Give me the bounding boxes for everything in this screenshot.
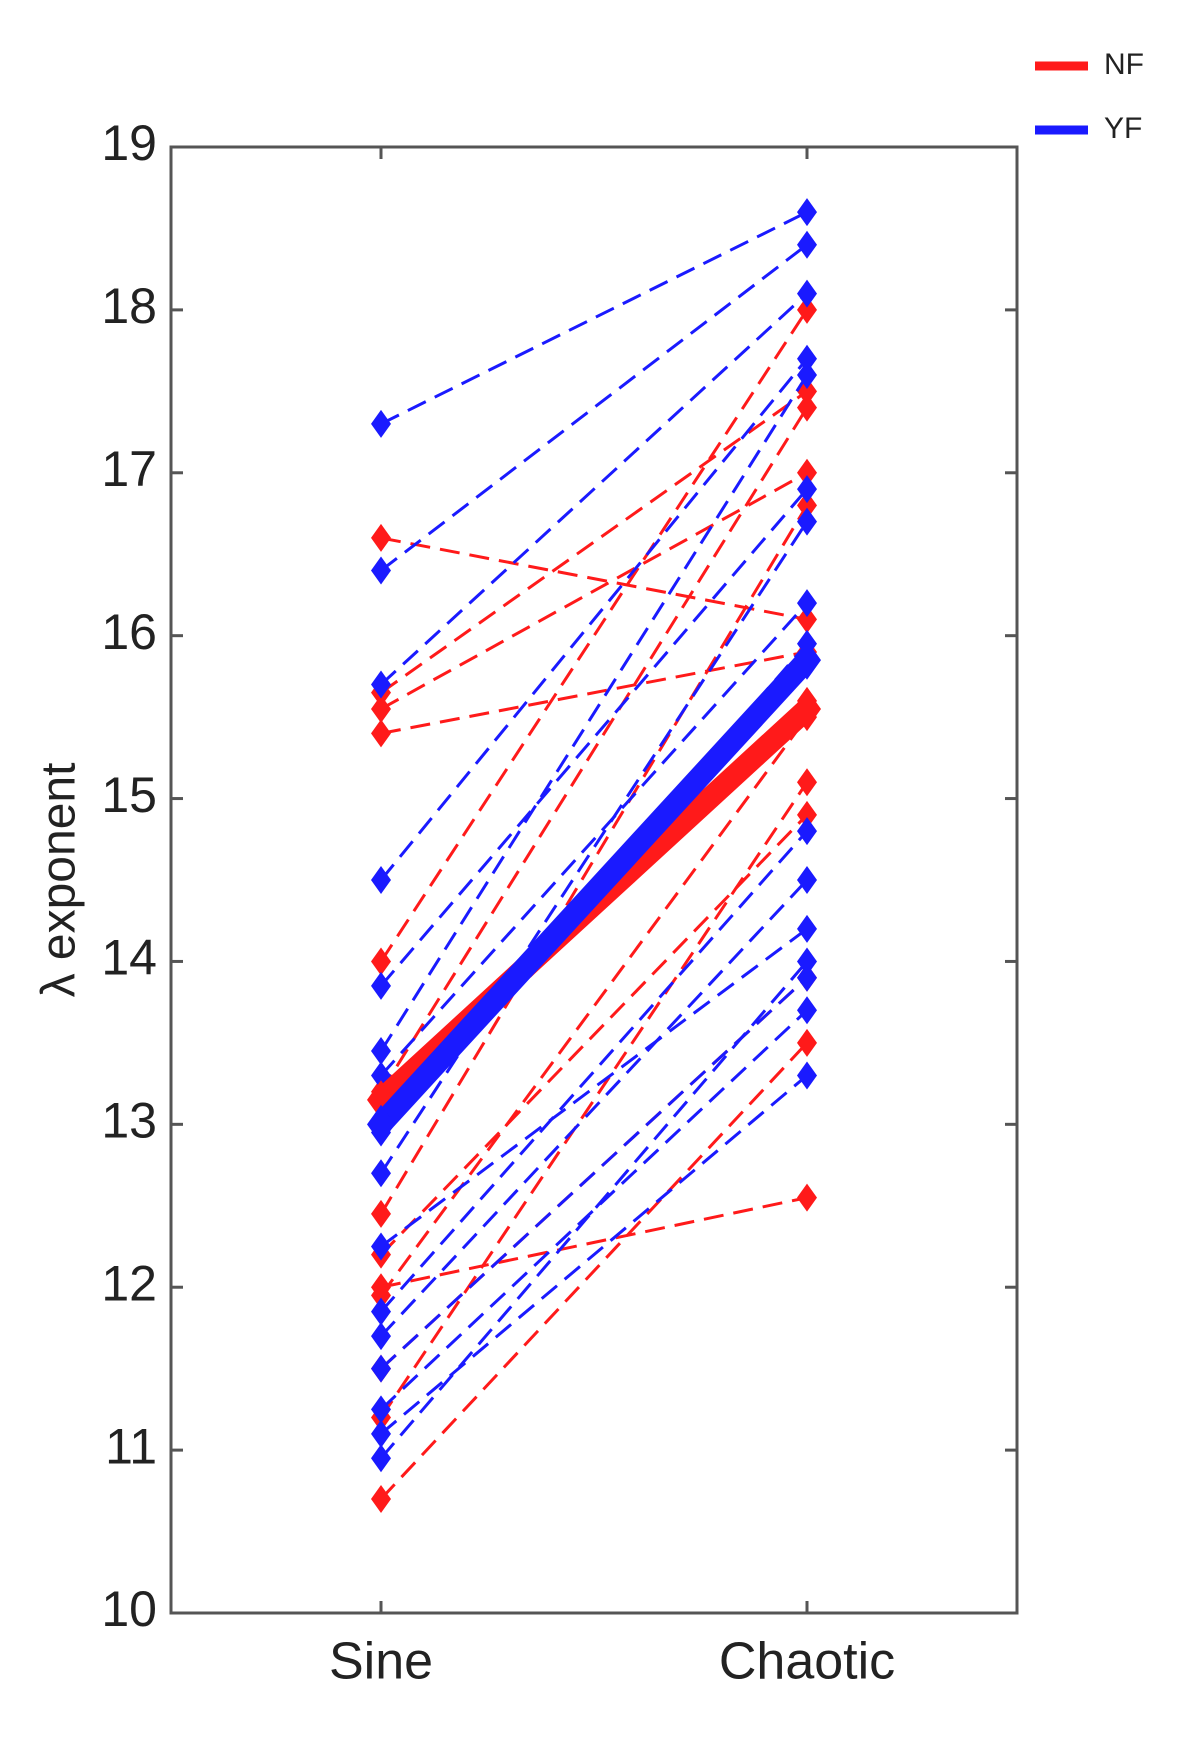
marker bbox=[371, 409, 391, 438]
marker bbox=[797, 295, 817, 324]
subject-line bbox=[379, 1041, 809, 1501]
marker bbox=[371, 947, 391, 976]
marker bbox=[371, 1354, 391, 1383]
subject-line bbox=[380, 536, 808, 621]
subject-line bbox=[379, 504, 809, 1215]
y-tick-label: 12 bbox=[101, 1255, 157, 1311]
marker bbox=[797, 996, 817, 1025]
marker bbox=[797, 393, 817, 422]
y-tick-label: 17 bbox=[101, 441, 157, 497]
marker bbox=[797, 1183, 817, 1212]
subject-line bbox=[380, 650, 808, 735]
marker bbox=[797, 817, 817, 846]
marker bbox=[367, 1104, 395, 1144]
marker bbox=[797, 947, 817, 976]
marker bbox=[797, 475, 817, 504]
marker bbox=[797, 279, 817, 308]
marker bbox=[371, 1395, 391, 1424]
marker bbox=[797, 914, 817, 943]
marker bbox=[797, 458, 817, 487]
marker bbox=[371, 719, 391, 748]
marker bbox=[797, 866, 817, 894]
marker bbox=[371, 1444, 391, 1473]
x-tick-label: Sine bbox=[329, 1633, 433, 1691]
marker bbox=[793, 640, 821, 680]
marker bbox=[797, 507, 817, 536]
marker bbox=[371, 1484, 391, 1513]
subject-line bbox=[380, 471, 808, 711]
subject-line bbox=[380, 927, 808, 1248]
marker bbox=[797, 963, 817, 992]
marker bbox=[371, 523, 391, 552]
subject-line bbox=[379, 520, 809, 1175]
subject-line bbox=[379, 374, 809, 1052]
plot-frame bbox=[169, 145, 1019, 1615]
marker bbox=[371, 866, 391, 894]
marker bbox=[371, 1159, 391, 1188]
marker bbox=[797, 1028, 817, 1057]
marker bbox=[371, 1281, 391, 1310]
y-tick-label: 19 bbox=[101, 115, 157, 171]
y-tick-label: 16 bbox=[101, 604, 157, 660]
marker bbox=[371, 1419, 391, 1448]
subject-line bbox=[379, 602, 809, 1077]
marker bbox=[371, 556, 391, 585]
marker bbox=[371, 694, 391, 723]
subject-line bbox=[379, 357, 809, 881]
y-tick-label: 15 bbox=[101, 767, 157, 823]
subject-line bbox=[379, 488, 809, 987]
marker bbox=[797, 230, 817, 259]
y-axis-label: λ exponent bbox=[33, 763, 86, 998]
subject-line bbox=[379, 781, 809, 1419]
marker bbox=[797, 491, 817, 520]
marker bbox=[797, 605, 817, 634]
marker bbox=[371, 1037, 391, 1066]
marker bbox=[797, 589, 817, 618]
y-tick-label: 14 bbox=[101, 930, 157, 986]
subject-line bbox=[379, 830, 809, 1313]
y-tick-label: 18 bbox=[101, 278, 157, 334]
subject-line bbox=[380, 210, 808, 426]
legend-label: YF bbox=[1104, 112, 1142, 145]
subject-line bbox=[379, 406, 809, 1093]
y-tick-label: 11 bbox=[105, 1418, 157, 1474]
marker bbox=[797, 800, 817, 829]
marker bbox=[371, 1322, 391, 1351]
subject-line bbox=[379, 878, 809, 1338]
marker bbox=[371, 971, 391, 1000]
marker bbox=[371, 670, 391, 699]
y-tick-label: 10 bbox=[101, 1581, 157, 1637]
marker bbox=[797, 198, 817, 227]
subject-line bbox=[380, 390, 808, 694]
marker bbox=[371, 1232, 391, 1261]
subject-line bbox=[379, 960, 809, 1460]
subject-line bbox=[379, 1009, 809, 1411]
marker bbox=[371, 1297, 391, 1326]
subject-line bbox=[380, 1196, 808, 1289]
subject-line bbox=[379, 292, 809, 686]
x-tick-label: Chaotic bbox=[719, 1633, 895, 1691]
mean-line bbox=[372, 652, 816, 1132]
marker bbox=[797, 361, 817, 390]
marker bbox=[797, 344, 817, 373]
y-tick-label: 13 bbox=[101, 1093, 157, 1149]
legend-label: NF bbox=[1104, 48, 1144, 81]
subject-line bbox=[379, 309, 809, 963]
marker bbox=[371, 1199, 391, 1228]
marker bbox=[793, 689, 821, 729]
subject-line bbox=[380, 1074, 808, 1435]
marker bbox=[797, 1061, 817, 1090]
marker bbox=[797, 768, 817, 797]
